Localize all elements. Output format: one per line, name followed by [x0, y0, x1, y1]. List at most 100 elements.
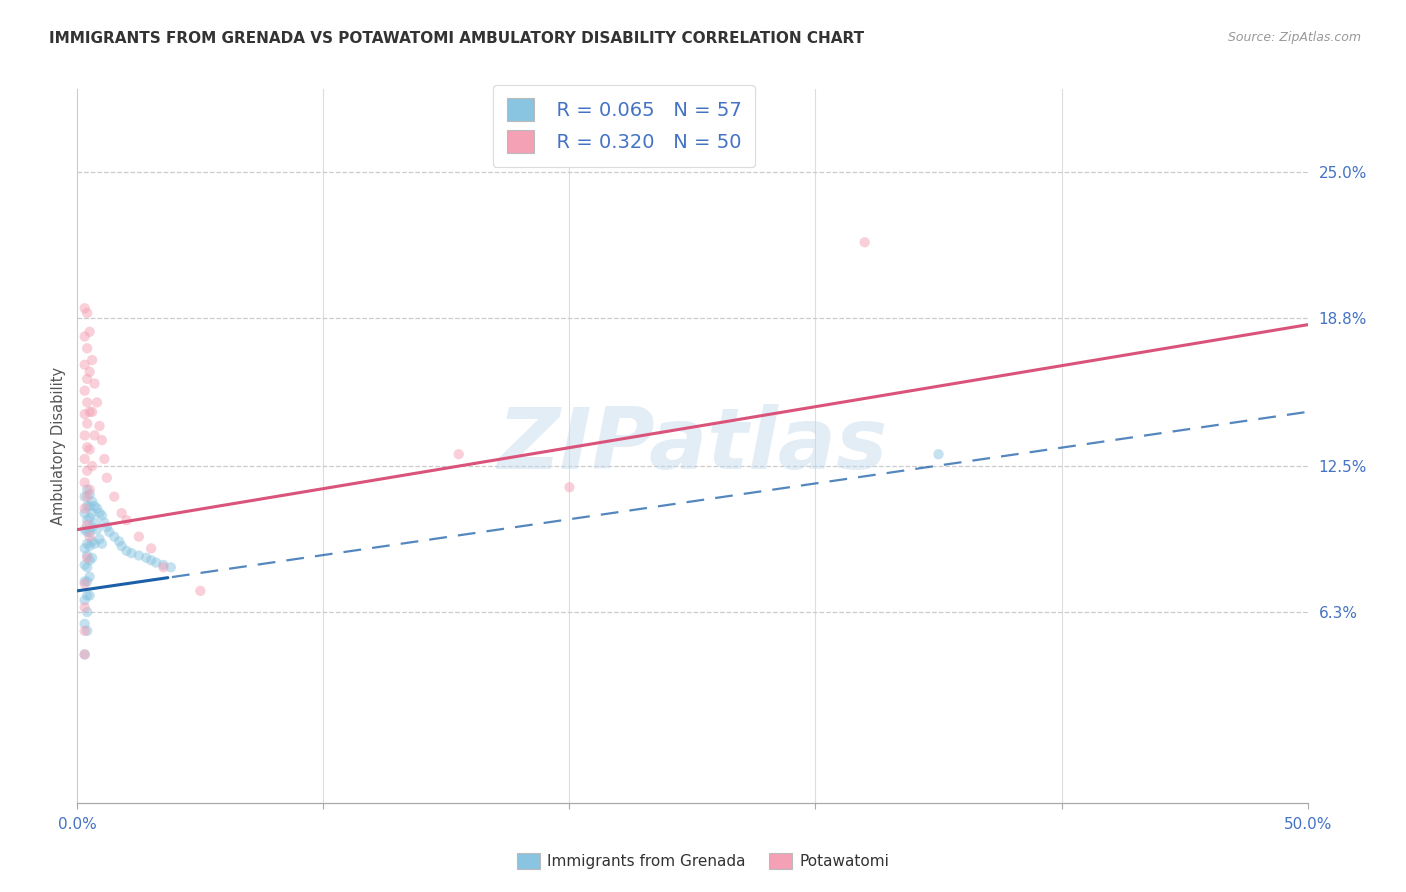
Point [76, 574, 98, 589]
Point [89, 532, 111, 546]
Point [82, 494, 104, 508]
Point [115, 543, 138, 558]
Point [89, 506, 111, 520]
Point [111, 539, 132, 553]
Point [82, 353, 104, 368]
Point [83, 537, 105, 551]
Point [82, 405, 104, 419]
Point [79, 539, 101, 553]
Point [90, 433, 114, 447]
Point [76, 306, 98, 320]
Point [73, 648, 96, 662]
Point [145, 556, 167, 570]
Point [76, 537, 98, 551]
Point [73, 506, 96, 520]
Point [93, 516, 115, 530]
Point [79, 442, 101, 457]
Point [73, 523, 96, 537]
Point [79, 530, 101, 544]
Point [82, 550, 104, 565]
Point [82, 506, 104, 520]
Point [79, 524, 101, 539]
Point [76, 372, 98, 386]
Point [76, 624, 98, 638]
Point [76, 605, 98, 619]
Point [96, 471, 118, 485]
Point [160, 560, 183, 574]
Point [73, 452, 96, 467]
Point [79, 325, 101, 339]
Point [73, 624, 96, 638]
Point [79, 589, 101, 603]
Point [76, 395, 98, 409]
Point [73, 490, 96, 504]
Point [79, 553, 101, 567]
Point [76, 341, 98, 355]
Point [76, 440, 98, 454]
Point [73, 558, 96, 572]
Point [82, 458, 104, 473]
Point [86, 395, 108, 409]
Point [115, 513, 138, 527]
Point [79, 570, 101, 584]
Point [141, 541, 163, 556]
Point [111, 506, 132, 520]
Point [73, 574, 96, 589]
Point [76, 560, 98, 574]
Point [558, 480, 581, 494]
Legend: Immigrants from Grenada, Potawatomi: Immigrants from Grenada, Potawatomi [510, 847, 896, 875]
Point [853, 235, 876, 250]
Point [152, 558, 174, 572]
Point [73, 576, 96, 591]
Point [76, 490, 98, 504]
Point [73, 428, 96, 442]
Point [96, 520, 118, 534]
Point [73, 384, 96, 398]
Point [73, 501, 96, 516]
Point [90, 537, 114, 551]
Point [73, 329, 96, 343]
Point [447, 447, 470, 461]
Point [98, 524, 121, 539]
Point [108, 534, 131, 549]
Point [83, 499, 105, 513]
Point [73, 600, 96, 615]
Point [152, 560, 174, 574]
Point [73, 0, 96, 14]
Point [79, 483, 101, 497]
Point [83, 428, 105, 442]
Point [73, 648, 96, 662]
Text: Source: ZipAtlas.com: Source: ZipAtlas.com [1227, 31, 1361, 45]
Point [76, 550, 98, 565]
Point [141, 553, 163, 567]
Point [90, 508, 114, 523]
Point [135, 550, 157, 565]
Point [76, 499, 98, 513]
Point [79, 487, 101, 501]
Point [86, 523, 108, 537]
Point [83, 516, 105, 530]
Point [76, 464, 98, 478]
Point [73, 301, 96, 316]
Text: ZIPatlas: ZIPatlas [498, 404, 887, 488]
Point [86, 501, 108, 516]
Point [103, 530, 125, 544]
Point [73, 616, 96, 631]
Point [79, 405, 101, 419]
Point [93, 452, 115, 467]
Point [76, 524, 98, 539]
Point [73, 593, 96, 607]
Point [103, 490, 125, 504]
Point [128, 549, 150, 563]
Point [190, 583, 212, 598]
Point [82, 534, 104, 549]
Point [76, 417, 98, 431]
Point [76, 517, 98, 532]
Text: IMMIGRANTS FROM GRENADA VS POTAWATOMI AMBULATORY DISABILITY CORRELATION CHART: IMMIGRANTS FROM GRENADA VS POTAWATOMI AM… [49, 31, 865, 46]
Point [76, 483, 98, 497]
Point [79, 511, 101, 525]
Point [83, 376, 105, 391]
Point [82, 520, 104, 534]
Point [73, 541, 96, 556]
Point [73, 407, 96, 421]
